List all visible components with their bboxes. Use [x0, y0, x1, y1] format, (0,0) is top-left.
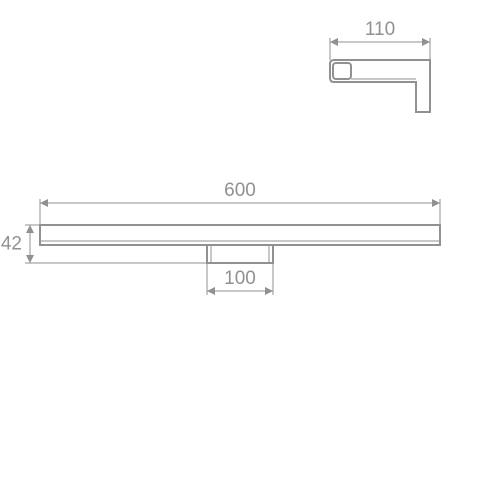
dimension-label: 110 — [365, 19, 395, 40]
side-view — [330, 60, 430, 112]
dimension-label: 600 — [224, 180, 256, 201]
front-view: 42 — [1, 225, 440, 263]
dimension-label: 42 — [1, 234, 22, 255]
dimension-label: 100 — [224, 268, 256, 289]
technical-drawing: 110 42 600 100 — [0, 0, 500, 500]
